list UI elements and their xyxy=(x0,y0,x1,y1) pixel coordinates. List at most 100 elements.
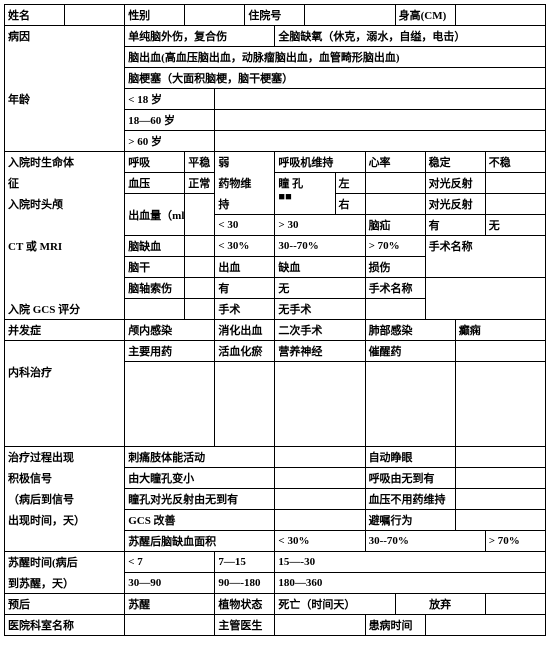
cell: < 30 xyxy=(215,215,275,236)
cell: 呼吸 xyxy=(125,152,185,173)
cell: 催醒药 xyxy=(365,341,455,362)
label: 年龄 xyxy=(5,89,125,152)
label: 住院号 xyxy=(245,5,305,26)
cell xyxy=(455,447,545,468)
label: CT 或 MRI xyxy=(5,236,125,257)
cell: 脑出血(高血压脑出血，动脉瘤脑出血，血管畸形脑出血) xyxy=(125,47,546,68)
cell xyxy=(365,173,425,194)
cell: 损伤 xyxy=(365,257,425,278)
cell: 脑轴索伤 xyxy=(125,278,185,299)
cell: 药物维 xyxy=(215,173,275,194)
cell xyxy=(275,615,365,636)
cell xyxy=(455,362,545,447)
cell: 右 xyxy=(335,194,365,215)
cell: 手术 xyxy=(215,299,275,320)
cell: 90—-180 xyxy=(215,573,275,594)
cell: 对光反射 xyxy=(425,173,485,194)
cell: 缺血 xyxy=(275,257,365,278)
cell: 无 xyxy=(275,278,365,299)
cell xyxy=(485,173,545,194)
label: 征 xyxy=(5,173,125,194)
cell: 无手术 xyxy=(275,299,365,320)
cell: 18—60 岁 xyxy=(125,110,215,131)
cell: 180—360 xyxy=(275,573,546,594)
cell: 瞳孔对光反射由无到有 xyxy=(125,489,275,510)
cell xyxy=(485,594,545,615)
cell xyxy=(185,278,215,299)
label: 预后 xyxy=(5,594,125,615)
cell xyxy=(455,468,545,489)
cell: 脑梗塞（大面积脑梗，脑干梗塞） xyxy=(125,68,546,89)
label: 入院时头颅 xyxy=(5,194,125,236)
cell xyxy=(365,362,455,447)
cell: > 70% xyxy=(485,531,545,552)
cell: 脑缺血 xyxy=(125,236,185,257)
cell: 癫痫 xyxy=(455,320,545,341)
label: 出现时间，天） xyxy=(5,510,125,531)
cell: 避嘱行为 xyxy=(365,510,455,531)
cell: 稳定 xyxy=(425,152,485,173)
cell xyxy=(125,362,215,447)
cell: > 30 xyxy=(275,215,365,236)
cell: 出血 xyxy=(215,257,275,278)
cell: 正常 xyxy=(185,173,215,194)
cell xyxy=(185,236,215,257)
cell xyxy=(485,194,545,215)
cell xyxy=(185,5,245,26)
cell: 由大瞳孔变小 xyxy=(125,468,275,489)
label: 并发症 xyxy=(5,320,125,341)
cell: 主要用药 xyxy=(125,341,215,362)
cell xyxy=(365,299,425,320)
cell: 放弃 xyxy=(395,594,485,615)
cell xyxy=(65,5,125,26)
label: 性别 xyxy=(125,5,185,26)
label: 积极信号 xyxy=(5,468,125,489)
cell: 二次手术 xyxy=(275,320,365,341)
cell xyxy=(215,362,275,447)
cell xyxy=(365,194,425,215)
label: 治疗过程出现 xyxy=(5,447,125,468)
cell: 肺部感染 xyxy=(365,320,455,341)
cell: < 18 岁 xyxy=(125,89,215,110)
label: 姓名 xyxy=(5,5,65,26)
cell: 出血量（ml） xyxy=(125,194,185,236)
label: 内科治疗 xyxy=(5,362,125,447)
cell xyxy=(5,341,125,362)
cell: 脑干 xyxy=(125,257,185,278)
cell xyxy=(125,299,185,320)
cell xyxy=(5,257,125,278)
cell: 颅内感染 xyxy=(125,320,215,341)
cell: 刺痛肢体能活动 xyxy=(125,447,275,468)
cell: 营养神经 xyxy=(275,341,365,362)
cell xyxy=(275,489,365,510)
cell: 持 xyxy=(215,194,275,215)
cell xyxy=(5,531,125,552)
cell xyxy=(455,489,545,510)
cell: 血压不用药维持 xyxy=(365,489,455,510)
cell: 弱 xyxy=(215,152,275,173)
label: 医院科室名称 xyxy=(5,615,125,636)
label: 身高(CM) xyxy=(395,5,455,26)
cell xyxy=(215,131,546,152)
cell: 苏醒后脑缺血面积 xyxy=(125,531,275,552)
cell: > 60 岁 xyxy=(125,131,215,152)
cell: 左 xyxy=(335,173,365,194)
label: （病后到信号 xyxy=(5,489,125,510)
cell: > 70% xyxy=(365,236,425,257)
cell: 对光反射 xyxy=(425,194,485,215)
cell xyxy=(275,362,365,447)
cell: 苏醒 xyxy=(125,594,215,615)
cell xyxy=(5,278,125,299)
cell xyxy=(215,89,546,110)
cell: 呼吸由无到有 xyxy=(365,468,455,489)
cell: 7—15 xyxy=(215,552,275,573)
cell: 自动睁眼 xyxy=(365,447,455,468)
cell: 手术名称 xyxy=(365,278,425,299)
cell: < 30% xyxy=(275,531,365,552)
cell: 死亡（时间天） xyxy=(275,594,395,615)
label: 苏醒时间(病后 xyxy=(5,552,125,573)
cell: 平稳 xyxy=(185,152,215,173)
cell: 消化出血 xyxy=(215,320,275,341)
cell xyxy=(455,5,545,26)
cell xyxy=(275,468,365,489)
